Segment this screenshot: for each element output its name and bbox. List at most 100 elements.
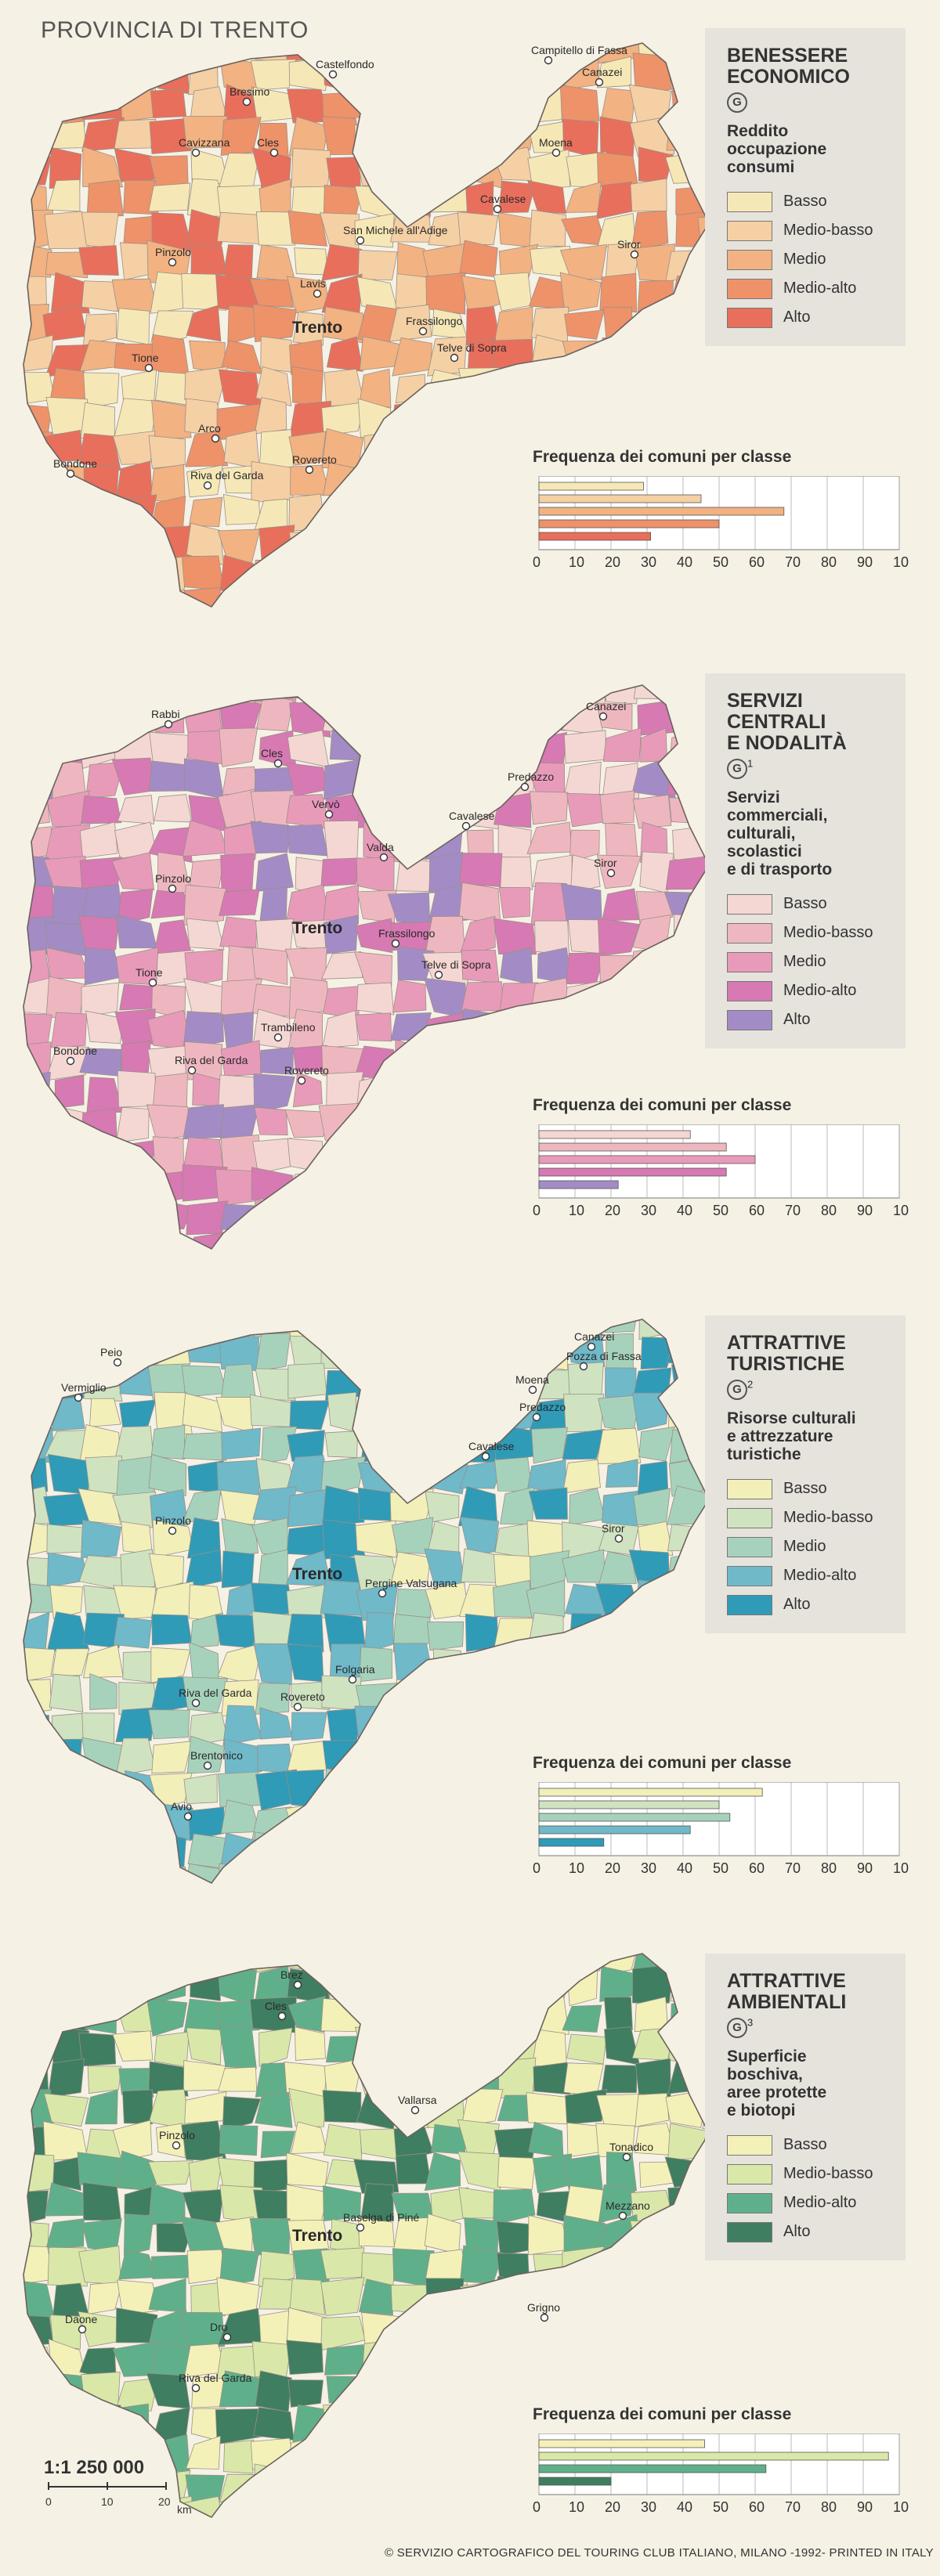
place-label: Siror (602, 1522, 625, 1535)
commune-area (461, 275, 501, 313)
commune-area (115, 1737, 156, 1777)
commune-area (493, 2188, 536, 2226)
commune-area (424, 731, 470, 766)
place-label: Brentonico (190, 1749, 243, 1762)
commune-area (293, 1833, 330, 1872)
commune-area (249, 2218, 291, 2256)
commune-area (111, 1168, 152, 1207)
commune-area (631, 946, 671, 981)
place-label: Telve di Sopra (421, 958, 491, 971)
commune-area (24, 490, 49, 535)
commune-area (526, 1683, 572, 1715)
commune-area (154, 685, 193, 702)
page-title: PROVINCIA DI TRENTO (41, 17, 309, 43)
place-label: Pinzolo (155, 1514, 191, 1527)
commune-area (155, 371, 190, 406)
commune-area (218, 2066, 258, 2092)
place-marker (277, 2011, 287, 2021)
scale-bar: 1:1 250 000 0 10 20 km (44, 2457, 216, 2519)
legend-label: Alto (783, 308, 811, 326)
frequency-title: Frequenza dei comuni per classe (533, 2405, 792, 2423)
legend-swatch (727, 1478, 772, 1499)
glossary-note-number: 2 (747, 1378, 754, 1391)
commune-area (603, 2372, 632, 2405)
commune-area (119, 1230, 157, 1249)
place-marker (297, 1076, 306, 1085)
commune-area (222, 2096, 262, 2131)
commune-area (45, 43, 90, 60)
legend-label: Basso (783, 1480, 827, 1497)
commune-area (428, 85, 467, 125)
commune-area (430, 402, 468, 435)
commune-area (48, 589, 86, 607)
commune-area (254, 397, 287, 435)
commune-area (667, 2062, 705, 2094)
commune-area (666, 117, 702, 151)
commune-area (423, 1319, 468, 1340)
place-label: Trento (292, 2227, 342, 2245)
legend-title-line: ATTRATTIVE (727, 1970, 846, 1992)
commune-area (498, 2309, 539, 2347)
commune-area (665, 2089, 705, 2128)
commune-area (497, 2156, 537, 2190)
commune-area (638, 312, 676, 345)
commune-area (157, 1319, 186, 1337)
commune-area (463, 1682, 503, 1715)
commune-area (287, 1643, 324, 1683)
commune-area (459, 2279, 501, 2317)
commune-area (252, 586, 292, 607)
legend-item: Medio-basso (727, 1503, 888, 1532)
commune-area (152, 1136, 185, 1174)
glossary-marker: G (727, 92, 747, 113)
commune-area (156, 2223, 194, 2253)
commune-area (673, 951, 705, 985)
commune-area (428, 1740, 468, 1780)
commune-area (24, 2374, 55, 2412)
legend-title: SERVIZI CENTRALI E NODALITÀ (727, 691, 888, 754)
commune-area (255, 1333, 291, 1372)
commune-area (52, 1396, 85, 1431)
commune-area (423, 43, 465, 58)
commune-area (564, 590, 606, 607)
legend-subtitle-line: consumi (727, 158, 795, 176)
place-label: Riva del Garda (175, 1054, 248, 1066)
legend-label: Alto (783, 1011, 811, 1028)
commune-area (387, 1830, 428, 1867)
province-outline (23, 1953, 705, 2519)
commune-area (601, 2340, 642, 2378)
legend-swatch (727, 1565, 772, 1586)
place-marker (242, 97, 251, 106)
commune-area (500, 730, 534, 769)
commune-area (566, 1012, 606, 1049)
commune-area (24, 43, 56, 60)
legend-label: Medio (783, 251, 826, 268)
commune-area (389, 1458, 433, 1495)
commune-area (396, 1167, 432, 1205)
commune-area (324, 820, 360, 863)
commune-area (531, 587, 573, 607)
commune-area (118, 1196, 157, 1239)
place-label: Rovereto (292, 453, 337, 466)
commune-area (394, 1337, 435, 1371)
commune-area (396, 2064, 425, 2097)
commune-area (322, 700, 363, 736)
commune-area (457, 211, 499, 245)
commune-area (24, 1319, 54, 1340)
commune-area (150, 1424, 186, 1460)
commune-area (635, 2340, 675, 2378)
commune-area (633, 685, 667, 699)
commune-area (501, 1043, 536, 1082)
commune-area (286, 1863, 332, 1883)
commune-area (459, 1459, 504, 1489)
place-marker (203, 1761, 212, 1770)
commune-area (702, 1674, 705, 1710)
commune-area (24, 1142, 52, 1176)
commune-area (320, 2437, 360, 2474)
frequency-chart: Frequenza dei comuni per classe 0 10 20 30 40… (533, 1096, 909, 1221)
commune-area (638, 1426, 676, 1462)
commune-area (258, 1549, 288, 1589)
place-marker (293, 1980, 302, 1990)
commune-area (45, 1964, 91, 1996)
commune-area (528, 2121, 564, 2158)
place-label: Rabbi (151, 708, 180, 720)
